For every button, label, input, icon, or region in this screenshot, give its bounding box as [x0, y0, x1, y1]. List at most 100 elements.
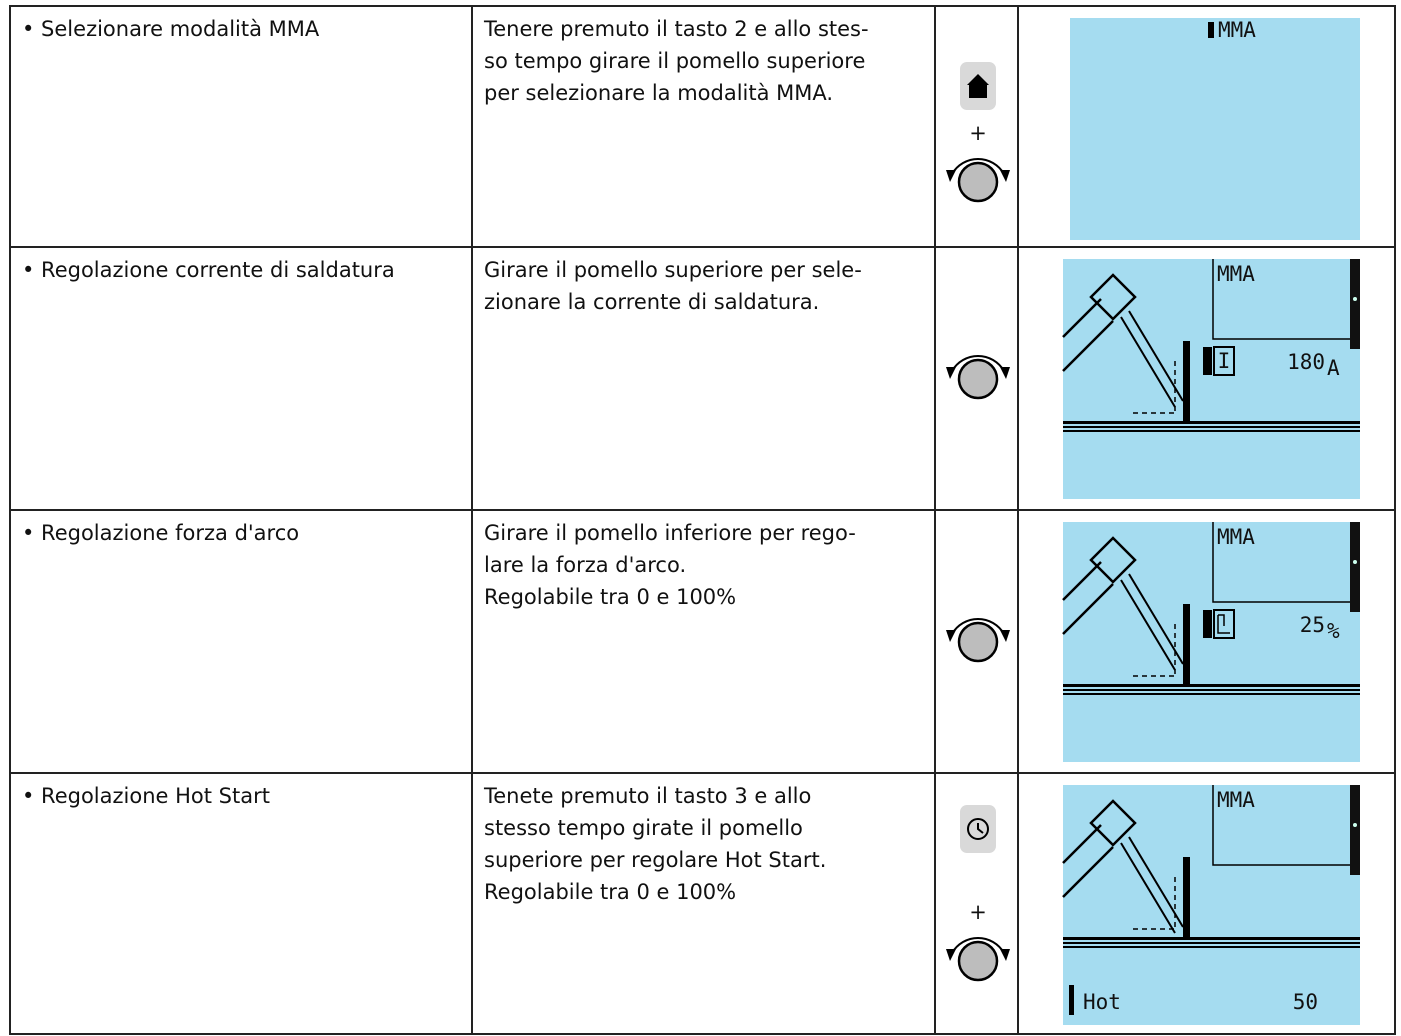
knob-icon: [946, 936, 1010, 982]
arrow-head: [946, 630, 956, 642]
arc-lines: [1133, 624, 1178, 677]
lcd-background: [1063, 522, 1360, 762]
lcd-unit: A: [1327, 356, 1340, 380]
description-line: Girare il pomello superiore per sele-: [484, 258, 862, 282]
lcd-screen: MMA I 180 A: [1062, 259, 1360, 499]
knob-icon: [946, 354, 1010, 400]
table-grid: [9, 5, 1396, 1035]
knob-arrow: [951, 617, 1005, 635]
param-box: [1213, 609, 1235, 639]
base-line: [1063, 430, 1360, 432]
knob-arrow: [951, 157, 1005, 175]
button-symbol: [967, 818, 989, 840]
plus-sign: +: [969, 121, 987, 145]
description-line: Regolabile tra 0 e 100%: [484, 880, 736, 904]
base-line: [1063, 937, 1360, 940]
description-line: Tenete premuto il tasto 3 e allo: [483, 784, 811, 808]
lcd-value: 180: [1287, 350, 1325, 374]
button-symbol: [967, 74, 989, 98]
description-line: so tempo girare il pomello superiore: [484, 49, 865, 73]
arrow-head: [1000, 949, 1010, 961]
base-line: [1063, 693, 1360, 695]
description-line: lare la forza d'arco.: [484, 553, 686, 577]
cursor: [1208, 22, 1214, 38]
step-label: • Regolazione Hot Start: [22, 784, 270, 808]
arrow-head: [1000, 630, 1010, 642]
workpiece: [1183, 857, 1190, 939]
button-symbol: [977, 823, 984, 834]
mode-frame: [1212, 259, 1350, 340]
arc-lines: [1133, 361, 1178, 414]
lcd-value: 25: [1300, 613, 1325, 637]
electrode-holder: [1062, 298, 1114, 372]
lock-dot: [1353, 823, 1357, 827]
base-line: [1063, 689, 1360, 691]
side-bar: [1350, 259, 1360, 349]
knob: [957, 621, 999, 663]
base-line: [1063, 942, 1360, 944]
cursor: [1203, 347, 1212, 375]
param-symbol: [1217, 614, 1230, 634]
knob-arrow: [951, 936, 1005, 954]
electrode-holder: [1089, 536, 1137, 584]
side-bar: [1350, 785, 1360, 875]
lcd-mode: MMA: [1217, 262, 1255, 286]
base-line: [1063, 426, 1360, 428]
knob-icon: [946, 157, 1010, 203]
description-line: Tenere premuto il tasto 2 e allo stes-: [483, 17, 869, 41]
lock-dot: [1353, 297, 1357, 301]
arrow-head: [946, 170, 956, 182]
mode-frame: [1212, 522, 1350, 603]
description-line: zionare la corrente di saldatura.: [484, 290, 819, 314]
lcd-background: [1063, 259, 1360, 499]
lcd-screen: MMA: [1070, 18, 1360, 240]
arrow-head: [1000, 367, 1010, 379]
description-line: Girare il pomello inferiore per rego-: [484, 521, 856, 545]
lcd-unit: %: [1327, 619, 1340, 643]
workpiece: [1183, 341, 1190, 423]
base-line: [1063, 684, 1360, 687]
lcd-background: [1070, 18, 1360, 240]
knob: [957, 940, 999, 982]
lock-dot: [1353, 560, 1357, 564]
arrow-head: [946, 367, 956, 379]
lcd-value: 50: [1293, 990, 1318, 1014]
base-line: [1063, 946, 1360, 948]
button-icon: [960, 62, 996, 110]
description-line: Regolabile tra 0 e 100%: [484, 585, 736, 609]
base-line: [1063, 421, 1360, 424]
cursor: [1203, 610, 1212, 638]
knob: [957, 161, 999, 203]
lcd-screen: MMA 25%: [1062, 522, 1360, 762]
button-icon: [960, 805, 996, 853]
knob-arrow: [951, 354, 1005, 372]
description-line: stesso tempo girate il pomello: [484, 816, 803, 840]
lcd-mode: MMA: [1218, 18, 1256, 42]
description-line: superiore per regolare Hot Start.: [484, 848, 826, 872]
arrow-head: [1000, 170, 1010, 182]
electrode-holder: [1089, 273, 1137, 321]
param-box: [1213, 346, 1235, 376]
plus-sign: +: [969, 900, 987, 924]
lcd-mode: MMA: [1217, 788, 1255, 812]
lcd-screen: MMA Hot 50: [1062, 785, 1360, 1025]
cursor: [1069, 985, 1074, 1015]
electrode-holder: [1062, 561, 1114, 635]
knob-icon: [946, 617, 1010, 663]
param-symbol: I: [1218, 349, 1231, 373]
workpiece: [1183, 604, 1190, 686]
electrode-holder: [1062, 824, 1114, 898]
step-label: • Regolazione forza d'arco: [22, 521, 299, 545]
knob: [957, 358, 999, 400]
arrow-head: [946, 949, 956, 961]
lcd-label: Hot: [1083, 990, 1121, 1014]
electrode: [1120, 573, 1184, 671]
step-label: • Regolazione corrente di saldatura: [22, 258, 395, 282]
electrode-holder: [1089, 799, 1137, 847]
electrode: [1120, 836, 1184, 934]
description-line: per selezionare la modalità MMA.: [484, 81, 833, 105]
lcd-background: [1063, 785, 1360, 1025]
electrode: [1120, 310, 1184, 408]
step-label: • Selezionare modalità MMA: [22, 17, 320, 41]
